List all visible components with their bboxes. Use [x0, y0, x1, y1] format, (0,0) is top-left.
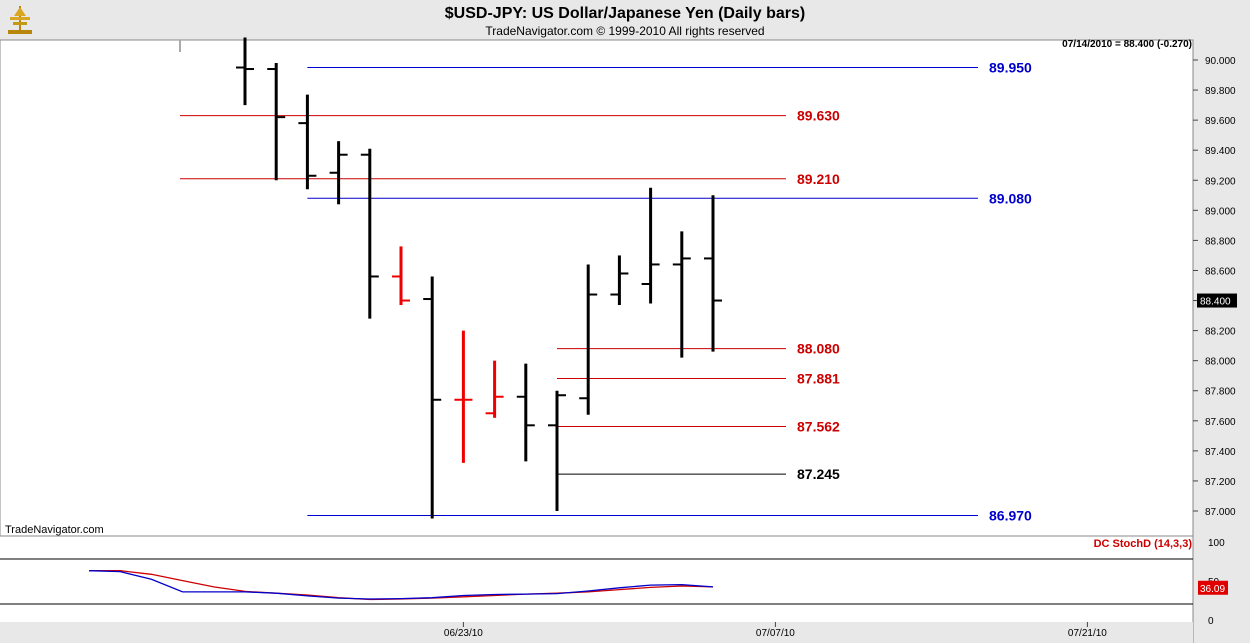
stoch-value-box [1198, 580, 1228, 595]
x-tick-label-2: 07/21/10 [1068, 628, 1107, 639]
y-tick-label-15: 87.000 [1205, 507, 1236, 518]
current-price-label: 88.400 [1200, 297, 1231, 308]
y-tick-label-9: 88.200 [1205, 327, 1236, 338]
ohlc-bar-4 [360, 148, 379, 319]
y-tick-label-10: 88.000 [1205, 357, 1236, 368]
y-tick-label-5: 89.000 [1205, 206, 1236, 217]
indicator-title: DC StochD (14,3,3) [1093, 538, 1192, 550]
y-tick-label-14: 87.200 [1205, 477, 1236, 488]
level-label-3: 89.080 [989, 190, 1032, 206]
source-label: TradeNavigator.com [5, 524, 104, 536]
ohlc-bar-9 [516, 363, 535, 462]
y-tick-label-1: 89.800 [1205, 86, 1236, 97]
ohlc-bar-1 [267, 63, 286, 181]
ohlc-bar-11 [579, 264, 598, 415]
trade-navigator-logo-icon [8, 6, 32, 34]
stoch-line-1 [88, 570, 714, 600]
y-tick-label-7: 88.600 [1205, 266, 1236, 277]
ohlc-bar-8 [485, 360, 504, 418]
y-tick-label-0: 90.000 [1205, 56, 1236, 67]
date-axis-panel [0, 622, 1193, 643]
y-tick-label-12: 87.600 [1205, 417, 1236, 428]
y-tick-label-6: 88.800 [1205, 236, 1236, 247]
stoch-tick-0: 100 [1208, 538, 1225, 549]
ohlc-bar-15 [704, 195, 722, 352]
level-label-4: 88.080 [797, 341, 840, 357]
level-label-8: 86.970 [989, 508, 1032, 524]
price-plot-area [0, 39, 1194, 537]
x-tick-label-1: 07/07/10 [756, 628, 795, 639]
ohlc-bar-14 [672, 231, 691, 358]
level-label-6: 87.562 [797, 419, 840, 435]
level-label-1: 89.630 [797, 108, 840, 124]
right-axis-panel [1193, 40, 1250, 643]
stoch-line-0 [89, 570, 714, 601]
chart-title: $USD-JPY: US Dollar/Japanese Yen (Daily … [444, 5, 806, 22]
chart-header: $USD-JPY: US Dollar/Japanese Yen (Daily … [0, 0, 1250, 40]
level-label-5: 87.881 [797, 371, 840, 387]
ohlc-bar-2 [298, 94, 317, 190]
current-price-box [1197, 293, 1237, 308]
y-tick-label-4: 89.200 [1205, 176, 1236, 187]
level-label-0: 89.950 [989, 60, 1032, 76]
ohlc-bar-3 [329, 141, 348, 205]
x-tick-label-0: 06/23/10 [444, 628, 483, 639]
ohlc-bar-7 [454, 330, 473, 463]
price-readout: 07/14/2010 = 88.400 (-0.270) [1062, 39, 1192, 50]
level-label-7: 87.245 [797, 466, 840, 482]
ohlc-bar-5 [392, 246, 410, 306]
level-label-2: 89.210 [797, 171, 840, 187]
ohlc-bar-12 [610, 255, 629, 306]
y-tick-label-2: 89.600 [1205, 116, 1236, 127]
ohlc-bar-10 [548, 390, 566, 511]
stoch-tick-2: 0 [1208, 616, 1214, 627]
ohlc-bar-6 [423, 276, 442, 519]
ohlc-bar-0 [236, 37, 254, 106]
y-tick-label-13: 87.400 [1205, 447, 1236, 458]
y-tick-label-11: 87.800 [1205, 387, 1236, 398]
y-tick-label-3: 89.400 [1205, 146, 1236, 157]
stoch-value-label: 36.09 [1200, 584, 1225, 595]
copyright-subtitle: TradeNavigator.com © 1999-2010 All right… [485, 24, 765, 38]
ohlc-bar-13 [641, 187, 660, 304]
